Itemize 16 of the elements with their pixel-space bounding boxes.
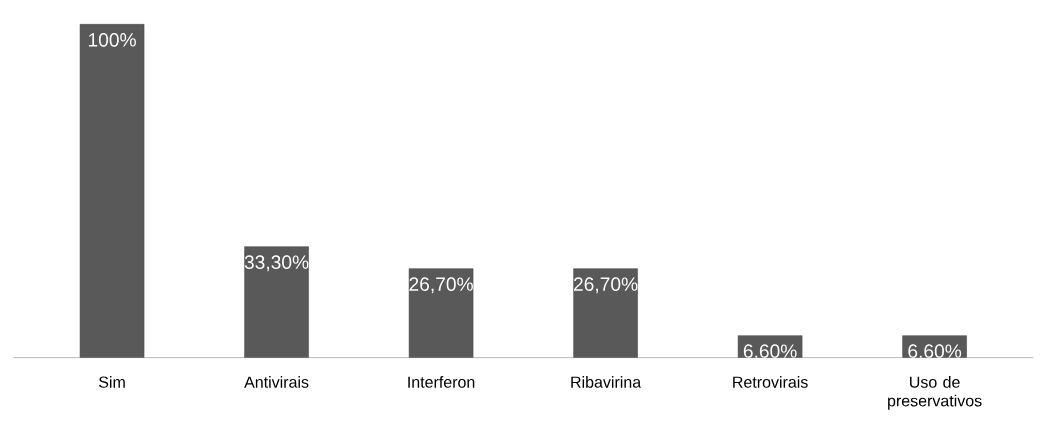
data-label: 26,70% (573, 277, 638, 294)
data-label: 100% (88, 33, 136, 47)
x-tick-label: Ribavirina (571, 376, 642, 388)
x-tick-label: Sim (99, 376, 125, 388)
x-tick-label: Retrovirais (733, 376, 808, 388)
data-label: 6,60% (908, 344, 962, 361)
x-tick-label: Interferon (408, 376, 475, 388)
data-label: 33,30% (244, 255, 309, 272)
x-tick-label: Uso de preservativos (888, 376, 982, 410)
x-tick-label: Antivirais (244, 376, 309, 388)
bar (79, 24, 145, 358)
data-label: 6,60% (743, 344, 797, 361)
bar (573, 268, 638, 358)
data-label: 26,70% (409, 277, 473, 294)
bar (408, 268, 474, 358)
bar (244, 246, 309, 358)
